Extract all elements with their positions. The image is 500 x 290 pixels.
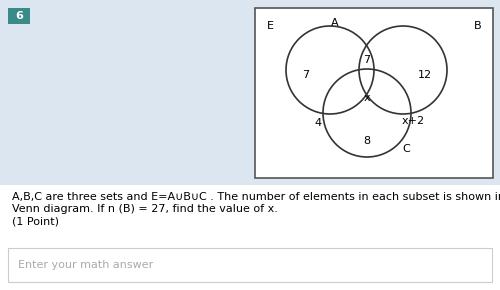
Text: 12: 12 <box>418 70 432 80</box>
Text: 4: 4 <box>314 118 322 128</box>
FancyBboxPatch shape <box>8 248 492 282</box>
Text: (1 Point): (1 Point) <box>12 216 59 226</box>
Text: A: A <box>331 18 339 28</box>
Text: A,B,C are three sets and E=A∪B∪C . The number of elements in each subset is show: A,B,C are three sets and E=A∪B∪C . The n… <box>12 192 500 202</box>
Text: E: E <box>267 21 274 31</box>
FancyBboxPatch shape <box>8 8 30 24</box>
Text: x+2: x+2 <box>402 116 424 126</box>
Text: Venn diagram. If n (B) = 27, find the value of x.: Venn diagram. If n (B) = 27, find the va… <box>12 204 278 214</box>
Text: x: x <box>363 93 370 103</box>
Bar <box>0 0 500 185</box>
Text: C: C <box>402 144 410 154</box>
Text: 8: 8 <box>364 136 370 146</box>
Text: 7: 7 <box>302 70 310 80</box>
Text: 6: 6 <box>15 11 23 21</box>
Text: Enter your math answer: Enter your math answer <box>18 260 153 270</box>
Bar <box>0 185 500 290</box>
Text: B: B <box>474 21 482 31</box>
Text: 7: 7 <box>363 55 370 65</box>
Bar <box>255 8 493 178</box>
